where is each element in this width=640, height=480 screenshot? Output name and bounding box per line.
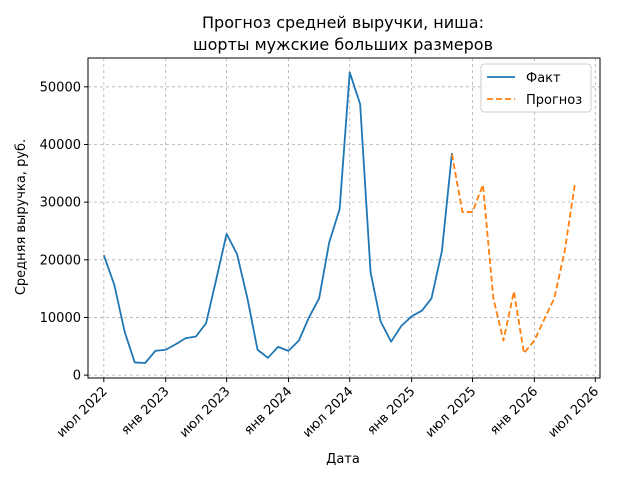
- y-tick-label: 30000: [40, 196, 81, 211]
- legend-box: [480, 63, 592, 113]
- legend-label-1: Прогноз: [526, 93, 582, 108]
- y-tick-label: 10000: [40, 311, 81, 326]
- plot-frame: [87, 57, 601, 379]
- y-tick-label: 50000: [40, 80, 81, 95]
- y-tick-label: 20000: [40, 253, 81, 268]
- y-axis: 0 10000 20000 30000 40000 50000: [40, 80, 88, 384]
- series-group: [102, 71, 576, 364]
- legend-label-0: Факт: [526, 71, 561, 86]
- x-axis-label: Дата: [326, 452, 360, 467]
- chart-title-line1: Прогноз средней выручки, ниша:: [202, 13, 484, 32]
- y-tick-label: 0: [73, 369, 81, 384]
- chart-title-line2: шорты мужские больших размеров: [193, 35, 493, 54]
- y-axis-label: Средняя выручка, руб.: [14, 139, 29, 295]
- y-tick-label: 40000: [40, 138, 81, 153]
- legend: Факт Прогноз: [480, 63, 592, 113]
